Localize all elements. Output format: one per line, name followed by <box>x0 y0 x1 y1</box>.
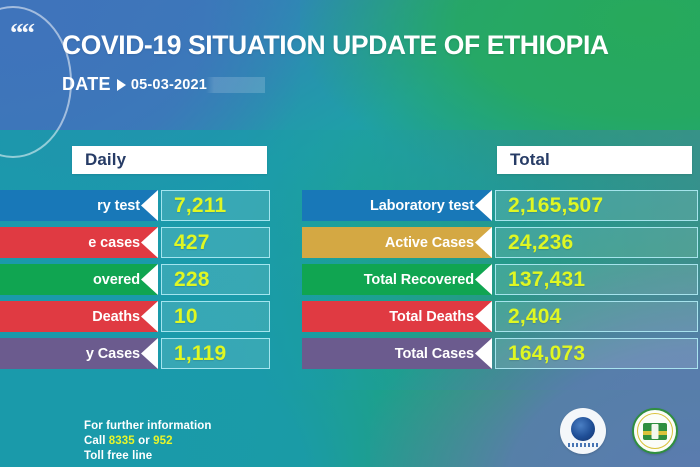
footer-call-word: Call <box>84 435 106 448</box>
total-row-value: 24,236 <box>508 230 574 254</box>
institute-watermark-logo: ““ e ce <box>0 6 72 158</box>
column-header-daily-label: Daily <box>85 150 127 169</box>
moh-ring-icon <box>637 413 673 449</box>
daily-row-value-box: 427 <box>161 227 270 258</box>
table-row: Total Cases 164,073 <box>302 338 700 369</box>
column-header-total-label: Total <box>510 150 550 169</box>
ministry-of-health-logo-icon <box>632 408 678 454</box>
total-row-label: Total Cases <box>302 338 492 369</box>
total-row-label: Active Cases <box>302 227 492 258</box>
table-row: y Cases 1,119 <box>0 338 288 369</box>
table-row: Laboratory test 2,165,507 <box>302 190 700 221</box>
column-header-daily: Daily <box>72 146 267 174</box>
footer-phone-secondary: 952 <box>153 435 173 448</box>
total-row-value-box: 2,165,507 <box>495 190 698 221</box>
poster-header: COVID-19 SITUATION UPDATE OF ETHIOPIA DA… <box>62 30 609 95</box>
date-label: DATE <box>62 74 111 94</box>
page-title: COVID-19 SITUATION UPDATE OF ETHIOPIA <box>62 30 609 60</box>
daily-row-value-box: 7,211 <box>161 190 270 221</box>
footer-phone-primary: 8335 <box>108 435 135 448</box>
daily-row-value: 10 <box>174 304 198 328</box>
table-row: overed 228 <box>0 264 288 295</box>
daily-row-value-box: 1,119 <box>161 338 270 369</box>
total-row-label: Total Recovered <box>302 264 492 295</box>
total-row-label: Total Deaths <box>302 301 492 332</box>
watermark-glyph-icon: ““ <box>10 18 35 48</box>
table-row: ry test 7,211 <box>0 190 288 221</box>
footer-call-line: Call 8335 or 952 <box>84 434 212 449</box>
table-row: Deaths 10 <box>0 301 288 332</box>
daily-row-value: 7,211 <box>174 193 227 217</box>
date-value: 05-03-2021 <box>130 76 266 93</box>
footer-line-3: Toll free line <box>84 450 153 463</box>
daily-row-label: y Cases <box>0 338 158 369</box>
total-stats-column: Laboratory test 2,165,507 Active Cases 2… <box>302 190 700 369</box>
footer-contact-info: For further information Call 8335 or 952… <box>84 419 212 465</box>
daily-row-value: 427 <box>174 230 210 254</box>
total-row-value-box: 164,073 <box>495 338 698 369</box>
footer-line-1: For further information <box>84 420 212 432</box>
daily-row-label: e cases <box>0 227 158 258</box>
ephi-globe-icon <box>571 416 595 441</box>
ephi-logo-icon <box>560 408 606 454</box>
moh-emblem-icon <box>643 422 667 440</box>
total-row-label: Laboratory test <box>302 190 492 221</box>
daily-row-value: 228 <box>174 267 210 291</box>
date-row: DATE 05-03-2021 <box>62 74 609 95</box>
daily-row-label: overed <box>0 264 158 295</box>
daily-stats-column: ry test 7,211 e cases 427 overed 228 Dea… <box>0 190 288 369</box>
table-row: Active Cases 24,236 <box>302 227 700 258</box>
column-header-total: Total <box>497 146 692 174</box>
total-row-value: 164,073 <box>508 341 586 365</box>
daily-row-label: ry test <box>0 190 158 221</box>
daily-row-value-box: 228 <box>161 264 270 295</box>
table-row: Total Recovered 137,431 <box>302 264 700 295</box>
ephi-wordmark-icon <box>568 443 598 447</box>
table-row: e cases 427 <box>0 227 288 258</box>
daily-row-value: 1,119 <box>174 341 227 365</box>
table-row: Total Deaths 2,404 <box>302 301 700 332</box>
daily-row-label: Deaths <box>0 301 158 332</box>
triangle-right-icon <box>116 78 126 91</box>
total-row-value-box: 2,404 <box>495 301 698 332</box>
footer-or-word: or <box>138 435 150 448</box>
total-row-value: 2,165,507 <box>508 193 604 217</box>
total-row-value-box: 137,431 <box>495 264 698 295</box>
daily-row-value-box: 10 <box>161 301 270 332</box>
total-row-value: 2,404 <box>508 304 562 328</box>
total-row-value-box: 24,236 <box>495 227 698 258</box>
total-row-value: 137,431 <box>508 267 586 291</box>
footer-logos <box>560 408 678 454</box>
